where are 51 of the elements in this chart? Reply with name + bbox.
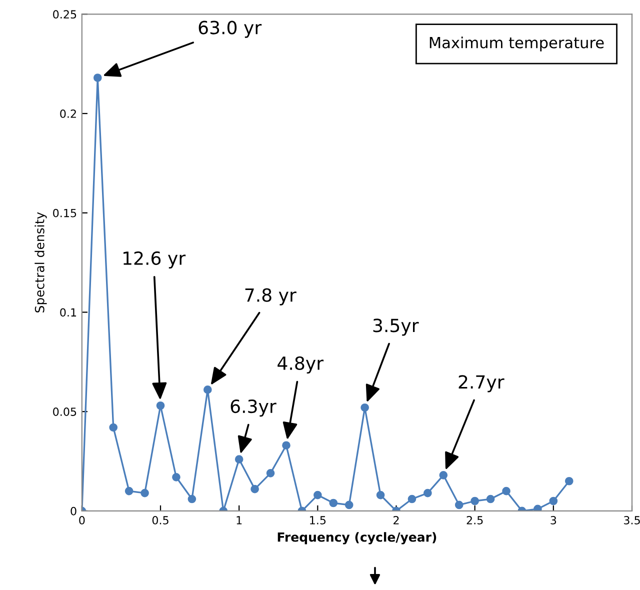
point — [344, 500, 354, 510]
point — [534, 504, 542, 511]
annotation: 2.7yr — [458, 375, 504, 392]
point — [93, 74, 102, 82]
x-tick-label: 1.5 — [310, 516, 326, 524]
x-tick-label: 1 — [236, 516, 242, 524]
x-tick-label: 2.5 — [466, 516, 483, 524]
point — [250, 484, 259, 494]
x-axis-title: Frequency (cycle/year) — [278, 532, 436, 544]
point — [188, 494, 196, 504]
y-tick-label: 0 — [70, 506, 76, 516]
annotation: 7.8 yr — [245, 288, 296, 306]
point — [549, 496, 558, 506]
point — [454, 500, 464, 510]
point — [470, 496, 479, 506]
point — [439, 471, 448, 480]
point — [140, 488, 149, 498]
annotation: 12.6 yr — [124, 251, 186, 269]
point — [282, 441, 290, 450]
point — [424, 488, 432, 498]
x-tick-label: 0 — [79, 516, 85, 524]
point — [486, 494, 495, 504]
x-tick-label: 2 — [394, 516, 399, 524]
annotation: 63.0 yr — [198, 20, 262, 38]
y-tick-label: 0.15 — [53, 208, 76, 218]
point — [360, 403, 369, 412]
y-tick-label: 0.2 — [60, 109, 76, 118]
point — [109, 423, 118, 432]
text: Maximum temperature — [430, 36, 604, 52]
annotation: 6.3yr — [230, 399, 276, 417]
point — [314, 490, 322, 500]
point — [266, 469, 275, 478]
point — [234, 455, 244, 464]
y-tick-label: 0.05 — [53, 408, 76, 416]
x-tick-label: 3.5 — [624, 516, 640, 524]
point — [376, 490, 385, 500]
annotation: 4.8yr — [278, 356, 324, 374]
point — [156, 401, 165, 410]
point — [329, 498, 338, 508]
x-tick-label: 0.5 — [152, 516, 168, 524]
y-axis-title: Spectral density — [34, 212, 47, 312]
point — [564, 476, 574, 486]
y-tick-label: 0.25 — [53, 10, 76, 19]
point — [124, 486, 134, 496]
point — [172, 472, 180, 482]
y-tick-label: 0.1 — [60, 308, 76, 317]
x-tick-label: 3 — [550, 516, 556, 524]
point — [502, 486, 510, 496]
point — [408, 494, 416, 504]
annotation: 3.5yr — [373, 318, 419, 336]
point — [203, 386, 212, 394]
